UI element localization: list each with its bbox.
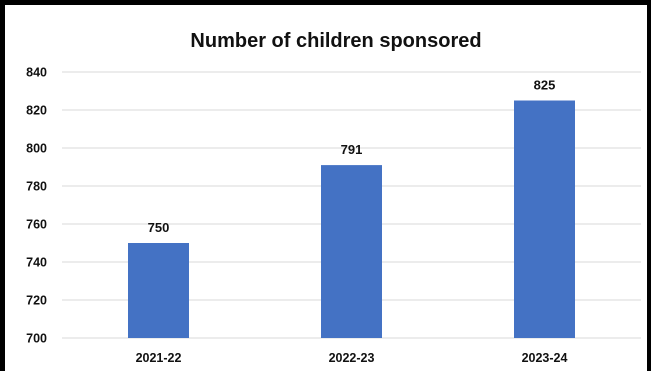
y-tick-label: 760 bbox=[26, 218, 47, 232]
y-axis-ticks: 700 720 740 760 780 800 820 840 bbox=[26, 66, 47, 346]
data-label: 825 bbox=[534, 78, 556, 93]
bar bbox=[514, 100, 575, 338]
bar bbox=[128, 243, 189, 338]
data-label: 791 bbox=[341, 142, 363, 157]
bar bbox=[321, 165, 382, 338]
data-labels: 750 791 825 bbox=[148, 78, 556, 236]
x-tick-label: 2023-24 bbox=[522, 351, 568, 365]
y-tick-label: 820 bbox=[26, 104, 47, 118]
chart-title: Number of children sponsored bbox=[190, 30, 481, 52]
y-tick-label: 700 bbox=[26, 332, 47, 346]
bars bbox=[128, 100, 575, 338]
x-axis-ticks: 2021-22 2022-23 2023-24 bbox=[136, 351, 568, 365]
x-tick-label: 2022-23 bbox=[329, 351, 375, 365]
data-label: 750 bbox=[148, 220, 170, 235]
x-tick-label: 2021-22 bbox=[136, 351, 182, 365]
y-tick-label: 800 bbox=[26, 142, 47, 156]
y-tick-label: 780 bbox=[26, 180, 47, 194]
y-tick-label: 840 bbox=[26, 66, 47, 80]
y-tick-label: 720 bbox=[26, 294, 47, 308]
y-tick-label: 740 bbox=[26, 256, 47, 270]
